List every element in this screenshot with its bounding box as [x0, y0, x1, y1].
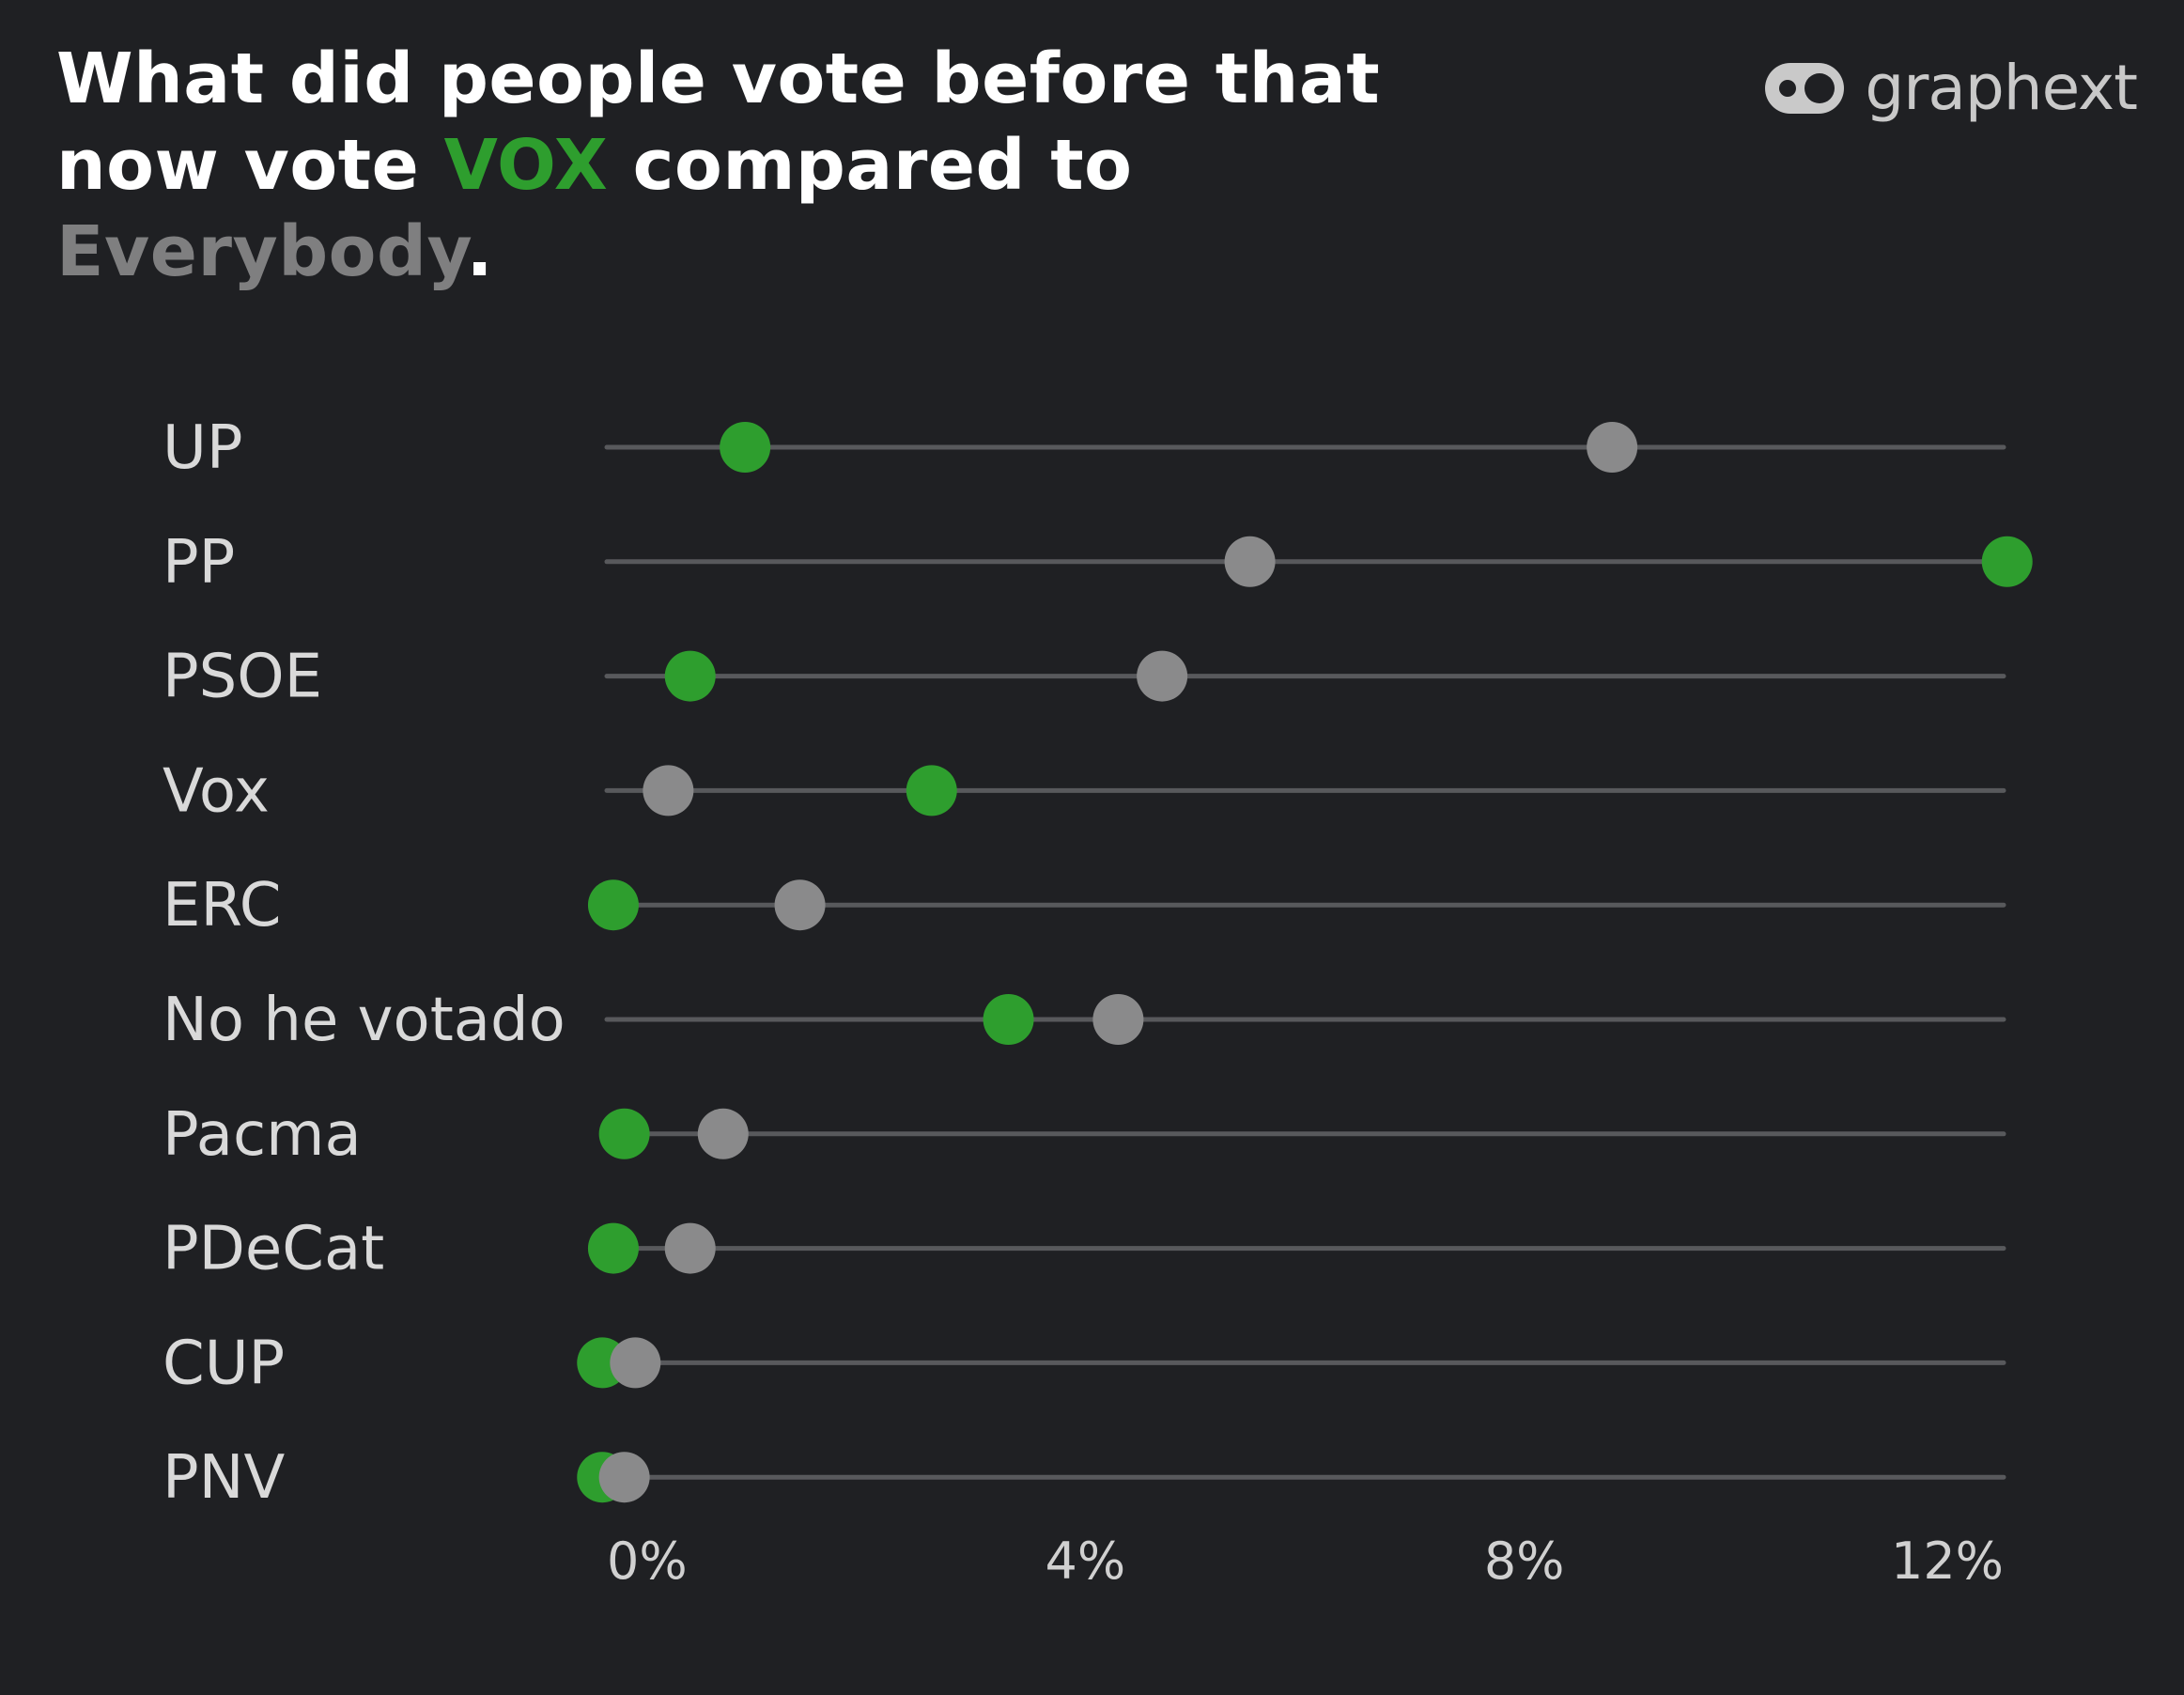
title-part-1: What did people vote before that now vot… [56, 39, 1381, 206]
everybody-dot [1092, 994, 1144, 1045]
everybody-dot [1137, 650, 1188, 702]
title-part-3: . [466, 211, 494, 292]
vox-dot [664, 650, 716, 702]
category-label: Pacma [163, 1100, 362, 1170]
title-part-2: compared to [608, 125, 1133, 206]
everybody-dot [610, 1337, 661, 1389]
vox-dot [598, 1108, 650, 1159]
vox-dot [587, 1222, 639, 1274]
vox-dot [983, 994, 1034, 1045]
vox-dot [720, 422, 771, 473]
category-label: PSOE [163, 643, 322, 712]
vox-dot [1981, 536, 2033, 587]
x-tick-label: 12% [1891, 1532, 2004, 1591]
everybody-dot [598, 1452, 650, 1503]
everybody-dot [697, 1108, 749, 1159]
category-label: No he votado [163, 986, 565, 1055]
graphext-logo[interactable]: graphext [1761, 52, 2138, 124]
title-highlight-vox: VOX [443, 125, 609, 206]
category-label: Vox [163, 756, 270, 826]
everybody-dot [774, 879, 826, 931]
x-tick-label: 8% [1484, 1532, 1565, 1591]
logo-text: graphext [1865, 52, 2138, 124]
chart-title: What did people vote before that now vot… [56, 36, 1522, 295]
category-label: PNV [163, 1443, 285, 1513]
graphext-logo-icon [1765, 62, 1845, 114]
category-label: UP [163, 413, 242, 483]
category-label: CUP [163, 1329, 285, 1398]
vox-dot [906, 765, 957, 816]
everybody-dot [643, 765, 694, 816]
category-label: PP [163, 528, 235, 598]
everybody-dot [1224, 536, 1276, 587]
title-highlight-everybody: Everybody [56, 211, 467, 292]
vox-dot [587, 879, 639, 931]
x-tick-label: 4% [1045, 1532, 1125, 1591]
category-label: ERC [163, 871, 281, 941]
everybody-dot [664, 1222, 716, 1274]
category-label: PDeCat [163, 1215, 384, 1284]
everybody-dot [1587, 422, 1638, 473]
x-tick-label: 0% [607, 1532, 688, 1591]
